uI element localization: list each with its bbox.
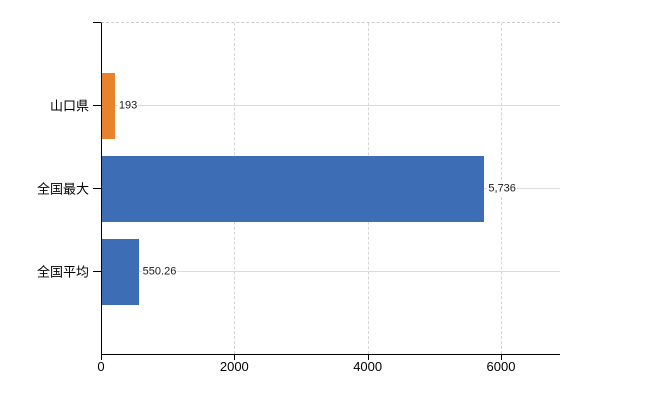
x-axis-tick	[367, 355, 369, 360]
y-axis-tick	[93, 105, 101, 106]
x-axis-tick	[234, 355, 236, 360]
bar-3[interactable]	[102, 239, 139, 305]
category-gridline	[102, 271, 560, 272]
bar-value-label: 5,736	[487, 182, 517, 196]
x-axis-tick	[501, 355, 502, 360]
bar-2[interactable]	[102, 156, 485, 222]
y-axis-tick	[93, 271, 101, 272]
bar-1[interactable]	[102, 73, 115, 139]
category-gridline	[102, 105, 560, 106]
x-axis-tick	[101, 355, 102, 360]
plot-area: 193 5,736 550.26	[101, 22, 560, 355]
x-axis-tick-label: 4000	[353, 359, 383, 374]
category-label-3: 全国平均	[36, 264, 89, 280]
bar-value-label: 550.26	[141, 265, 178, 279]
y-axis-tick	[93, 188, 101, 189]
category-label-1: 山口県	[49, 98, 89, 114]
x-axis-tick-label: 0	[97, 359, 105, 374]
x-axis-tick-label: 2000	[219, 359, 249, 374]
y-axis-end-tick	[93, 22, 101, 23]
category-label-2: 全国最大	[36, 181, 89, 197]
bar-value-label: 193	[117, 99, 139, 113]
x-axis-tick-label: 6000	[486, 359, 516, 374]
